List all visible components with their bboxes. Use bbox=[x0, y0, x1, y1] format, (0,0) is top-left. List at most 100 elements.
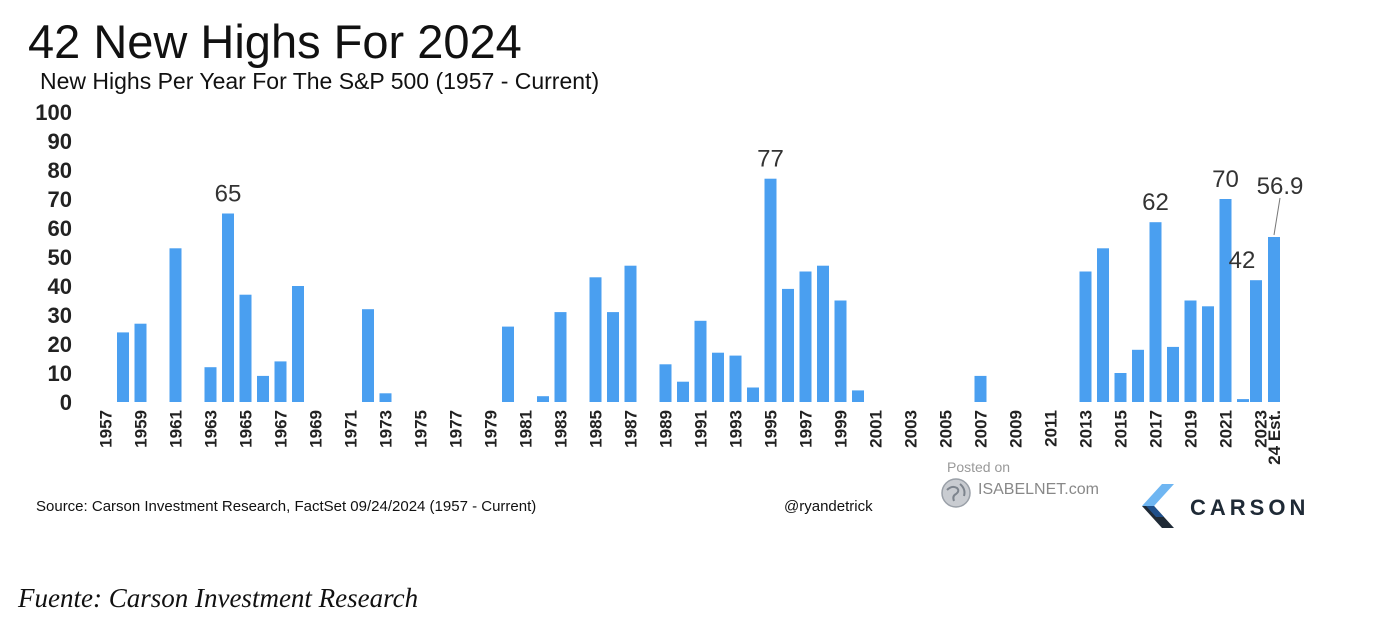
bar bbox=[852, 390, 864, 402]
y-tick-label: 40 bbox=[48, 274, 72, 299]
x-tick-label: 2011 bbox=[1042, 410, 1061, 447]
bar bbox=[379, 393, 392, 402]
x-tick-label: 2017 bbox=[1147, 410, 1166, 448]
bar bbox=[624, 265, 637, 402]
x-tick-label: 1967 bbox=[272, 410, 291, 448]
x-tick-label: 2015 bbox=[1112, 410, 1131, 448]
x-tick-label: 1975 bbox=[412, 410, 431, 448]
chart-title: 42 New Highs For 2024 bbox=[28, 15, 522, 68]
y-tick-label: 100 bbox=[35, 100, 72, 125]
x-tick-label: 1999 bbox=[832, 410, 851, 448]
globe-icon bbox=[941, 478, 971, 508]
bar bbox=[554, 312, 567, 402]
y-tick-label: 30 bbox=[48, 303, 72, 328]
bar bbox=[747, 387, 759, 402]
x-tick-label: 1997 bbox=[797, 410, 816, 448]
leader-line bbox=[1273, 197, 1281, 236]
bar bbox=[729, 355, 742, 402]
bar bbox=[799, 271, 812, 402]
bar bbox=[1202, 306, 1214, 402]
x-tick-label: 1983 bbox=[552, 410, 571, 448]
y-tick-label: 60 bbox=[48, 216, 72, 241]
x-tick-label: 1985 bbox=[587, 410, 606, 448]
bar bbox=[677, 381, 689, 402]
y-tick-label: 90 bbox=[48, 129, 72, 154]
y-tick-label: 20 bbox=[48, 332, 72, 357]
bar bbox=[817, 265, 829, 402]
x-tick-label: 2023 bbox=[1252, 410, 1271, 448]
bar bbox=[589, 277, 602, 402]
data-label: 42 bbox=[1229, 247, 1256, 274]
figure-caption: Fuente: Carson Investment Research bbox=[18, 583, 419, 613]
data-label: 77 bbox=[757, 146, 784, 173]
bar bbox=[1097, 248, 1109, 402]
data-label: 65 bbox=[215, 181, 242, 208]
y-tick-label: 70 bbox=[48, 187, 72, 212]
x-tick-label: 2013 bbox=[1077, 410, 1096, 448]
x-tick-label: 1957 bbox=[97, 410, 116, 448]
x-tick-label: 1969 bbox=[307, 410, 326, 448]
x-tick-label: 2005 bbox=[937, 410, 956, 448]
x-tick-label: 1965 bbox=[237, 410, 256, 448]
bar bbox=[204, 367, 217, 402]
posted-on-label: Posted on bbox=[947, 459, 1011, 475]
source-note: Source: Carson Investment Research, Fact… bbox=[36, 498, 537, 515]
x-tick-label: 2001 bbox=[867, 410, 886, 448]
x-tick-label: 1971 bbox=[342, 410, 361, 448]
bar bbox=[1237, 399, 1249, 402]
bar bbox=[169, 248, 182, 402]
x-tick-label: 2021 bbox=[1217, 410, 1236, 448]
bar bbox=[1167, 346, 1179, 402]
x-tick-label: 24 Est. bbox=[1265, 410, 1284, 465]
bar bbox=[117, 332, 129, 402]
data-label: 62 bbox=[1142, 189, 1169, 216]
bar bbox=[782, 288, 794, 402]
chart-subtitle: New Highs Per Year For The S&P 500 (1957… bbox=[40, 68, 600, 94]
isabelnet-watermark: ISABELNET.com bbox=[978, 481, 1099, 498]
bar bbox=[974, 375, 987, 402]
x-tick-label: 1979 bbox=[482, 410, 501, 448]
y-tick-label: 0 bbox=[60, 390, 72, 415]
bar bbox=[694, 320, 707, 402]
x-tick-label: 1987 bbox=[622, 410, 641, 448]
x-tick-label: 2019 bbox=[1182, 410, 1201, 448]
bar bbox=[537, 396, 549, 402]
x-tick-label: 1959 bbox=[132, 410, 151, 448]
x-tick-label: 1995 bbox=[762, 410, 781, 448]
y-tick-label: 50 bbox=[48, 245, 72, 270]
x-tick-label: 2009 bbox=[1007, 410, 1026, 448]
y-tick-label: 80 bbox=[48, 158, 72, 183]
bar bbox=[607, 312, 619, 402]
bar bbox=[1184, 300, 1197, 402]
x-tick-label: 2007 bbox=[972, 410, 991, 448]
bar bbox=[1268, 236, 1280, 402]
x-tick-label: 1991 bbox=[692, 410, 711, 448]
bar bbox=[1250, 280, 1262, 402]
bar bbox=[1149, 222, 1162, 402]
bar bbox=[1079, 271, 1092, 402]
author-handle: @ryandetrick bbox=[784, 498, 873, 515]
data-label: 70 bbox=[1212, 166, 1239, 193]
bar bbox=[274, 361, 287, 402]
x-tick-label: 1977 bbox=[447, 410, 466, 448]
bar bbox=[659, 364, 672, 402]
y-tick-label: 10 bbox=[48, 361, 72, 386]
x-tick-label: 1981 bbox=[517, 410, 536, 448]
x-tick-label: 1973 bbox=[377, 410, 396, 448]
bar bbox=[1114, 373, 1127, 402]
x-tick-label: 1963 bbox=[202, 410, 221, 448]
x-tick-label: 1989 bbox=[657, 410, 676, 448]
bar bbox=[362, 309, 374, 402]
bar bbox=[834, 300, 847, 402]
data-label: 56.9 bbox=[1257, 173, 1304, 200]
x-tick-label: 1961 bbox=[167, 410, 186, 448]
x-tick-label: 2003 bbox=[902, 410, 921, 448]
bar bbox=[239, 294, 252, 402]
carson-brand: CARSON bbox=[1190, 495, 1310, 520]
bar bbox=[712, 352, 724, 402]
bar bbox=[1132, 349, 1144, 402]
bar bbox=[222, 213, 234, 402]
bar bbox=[764, 178, 777, 402]
bar bbox=[502, 326, 514, 402]
